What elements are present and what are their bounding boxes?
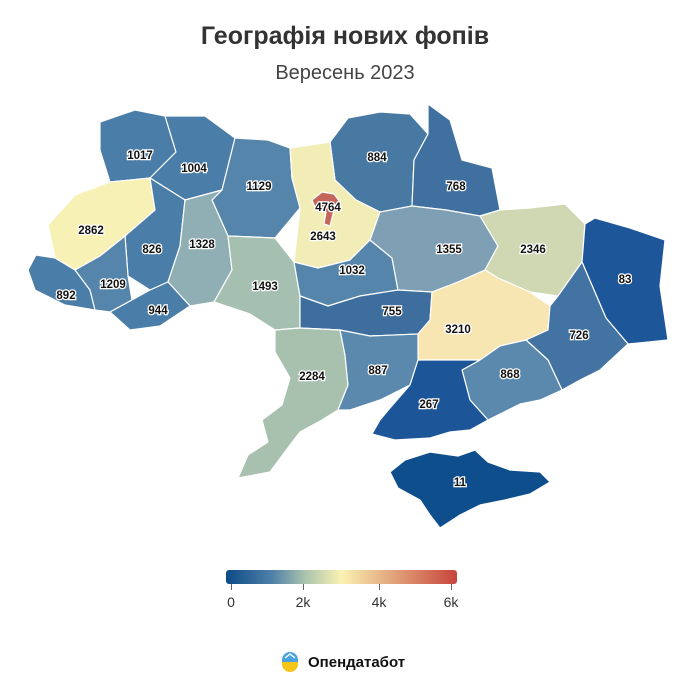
brand-footer[interactable]: Опендатабот	[278, 648, 405, 676]
region-value-donetsk: 726	[569, 330, 588, 342]
region-kyiv-city[interactable]	[311, 191, 341, 227]
region-value-luhansk: 83	[619, 274, 632, 286]
region-value-rivne: 1004	[181, 163, 207, 175]
color-scale-bar	[226, 570, 457, 584]
region-value-kyiv-oblast: 2643	[310, 231, 336, 243]
region-value-chernivtsi: 944	[148, 305, 168, 317]
region-value-ivano-frankivsk: 1209	[100, 279, 126, 291]
region-mykolaiv[interactable]	[337, 329, 419, 411]
legend-tick-mark	[451, 584, 452, 590]
region-value-zaporizhzhia: 868	[500, 369, 520, 381]
region-donetsk[interactable]	[525, 261, 629, 391]
region-value-kirovohrad: 755	[382, 306, 402, 318]
legend-tick-mark	[231, 584, 232, 590]
region-value-lviv: 2862	[78, 225, 104, 237]
region-value-dnipropetrovsk: 3210	[445, 324, 471, 336]
region-value-kherson: 267	[419, 399, 438, 411]
region-value-mykolaiv: 887	[368, 365, 387, 377]
region-value-zhytomyr: 1129	[247, 181, 272, 193]
region-value-vinnytsia: 1493	[252, 281, 278, 293]
region-value-volyn: 1017	[127, 150, 153, 162]
legend-tick-mark	[303, 584, 304, 590]
region-value-sumy: 768	[446, 181, 466, 193]
region-sumy[interactable]	[411, 103, 501, 217]
legend-tick-label: 2k	[295, 594, 311, 610]
region-value-poltava: 1355	[436, 244, 462, 256]
region-kherson[interactable]	[371, 359, 489, 441]
page-subtitle: Вересень 2023	[275, 62, 415, 84]
legend-tick-mark	[379, 584, 380, 590]
region-value-kyiv-city: 4764	[315, 202, 341, 214]
region-crimea[interactable]	[389, 449, 551, 529]
opendatabot-logo-icon	[282, 652, 298, 672]
region-odesa[interactable]	[237, 327, 349, 479]
region-value-crimea: 11	[454, 477, 467, 489]
region-value-ternopil: 826	[142, 244, 161, 256]
brand-name: Опендатабот	[308, 653, 406, 671]
region-chernivtsi[interactable]	[109, 281, 191, 331]
region-value-cherkasy: 1032	[339, 265, 365, 277]
region-value-odesa: 2284	[299, 371, 325, 383]
region-value-chernihiv: 884	[367, 152, 387, 164]
page-title: Географія нових фопів	[200, 22, 490, 50]
legend-tick-label: 4k	[371, 594, 387, 610]
region-value-khmelnytskyi: 1328	[189, 239, 215, 251]
region-value-kharkiv: 2346	[520, 244, 546, 256]
legend-tick-label: 6k	[443, 594, 459, 610]
region-value-zakarpattia: 892	[56, 290, 75, 302]
legend-tick-label: 0	[227, 594, 235, 610]
